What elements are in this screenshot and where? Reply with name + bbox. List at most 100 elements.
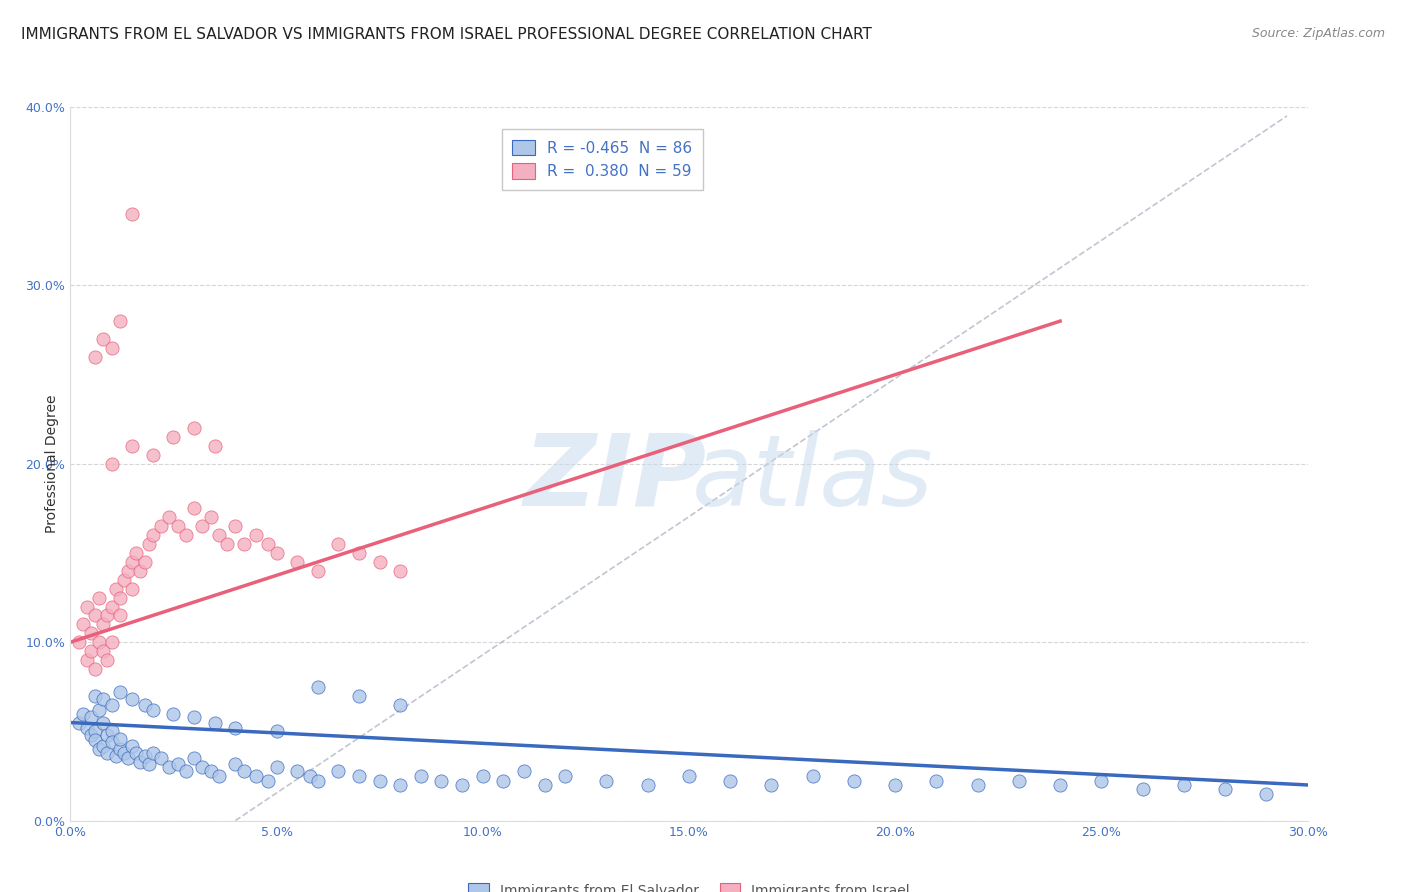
Point bbox=[801, 769, 824, 783]
Point bbox=[162, 430, 184, 444]
Point bbox=[285, 764, 308, 778]
Point bbox=[183, 751, 205, 765]
Point bbox=[108, 591, 131, 605]
Point bbox=[91, 332, 114, 346]
Point bbox=[200, 764, 222, 778]
Point bbox=[76, 721, 98, 735]
Point bbox=[368, 774, 391, 789]
Point bbox=[409, 769, 432, 783]
Point bbox=[678, 769, 700, 783]
Point bbox=[174, 528, 197, 542]
Point bbox=[718, 774, 741, 789]
Point bbox=[150, 751, 173, 765]
Point bbox=[108, 314, 131, 328]
Point bbox=[100, 698, 122, 712]
Point bbox=[80, 728, 103, 742]
Point bbox=[89, 742, 111, 756]
Point bbox=[121, 739, 143, 753]
Point bbox=[96, 746, 118, 760]
Point bbox=[84, 662, 107, 676]
Point bbox=[72, 617, 94, 632]
Point bbox=[389, 698, 412, 712]
Point bbox=[298, 769, 321, 783]
Point bbox=[91, 692, 114, 706]
Point bbox=[554, 769, 576, 783]
Legend: Immigrants from El Salvador, Immigrants from Israel: Immigrants from El Salvador, Immigrants … bbox=[463, 878, 915, 892]
Point bbox=[347, 546, 370, 560]
Point bbox=[1008, 774, 1031, 789]
Point bbox=[138, 756, 160, 771]
Point bbox=[1090, 774, 1112, 789]
Point bbox=[89, 591, 111, 605]
Point bbox=[121, 207, 143, 221]
Point bbox=[104, 749, 127, 764]
Point bbox=[121, 439, 143, 453]
Point bbox=[67, 715, 90, 730]
Point bbox=[328, 764, 350, 778]
Point bbox=[121, 555, 143, 569]
Point bbox=[842, 774, 865, 789]
Point bbox=[1049, 778, 1071, 792]
Point bbox=[513, 764, 536, 778]
Point bbox=[285, 555, 308, 569]
Point bbox=[183, 501, 205, 516]
Point bbox=[100, 341, 122, 355]
Point bbox=[134, 749, 156, 764]
Point bbox=[80, 626, 103, 640]
Point bbox=[91, 617, 114, 632]
Point bbox=[84, 724, 107, 739]
Point bbox=[121, 582, 143, 596]
Point bbox=[174, 764, 197, 778]
Point bbox=[966, 778, 988, 792]
Point bbox=[232, 764, 254, 778]
Point bbox=[266, 760, 288, 774]
Point bbox=[191, 760, 214, 774]
Point bbox=[183, 421, 205, 435]
Point bbox=[884, 778, 907, 792]
Point bbox=[100, 599, 122, 614]
Point bbox=[430, 774, 453, 789]
Point bbox=[125, 546, 148, 560]
Point bbox=[307, 680, 329, 694]
Point bbox=[232, 537, 254, 551]
Point bbox=[245, 769, 267, 783]
Point bbox=[389, 564, 412, 578]
Point bbox=[129, 755, 152, 769]
Point bbox=[84, 350, 107, 364]
Point bbox=[257, 774, 280, 789]
Point bbox=[200, 510, 222, 524]
Point bbox=[96, 728, 118, 742]
Point bbox=[451, 778, 474, 792]
Point bbox=[76, 599, 98, 614]
Point bbox=[389, 778, 412, 792]
Point bbox=[162, 706, 184, 721]
Point bbox=[138, 537, 160, 551]
Point bbox=[245, 528, 267, 542]
Point bbox=[142, 746, 165, 760]
Point bbox=[204, 715, 226, 730]
Point bbox=[96, 608, 118, 623]
Point bbox=[100, 735, 122, 749]
Point bbox=[112, 573, 135, 587]
Point bbox=[1256, 787, 1278, 801]
Point bbox=[91, 715, 114, 730]
Point bbox=[208, 769, 231, 783]
Point bbox=[925, 774, 948, 789]
Point bbox=[100, 635, 122, 649]
Point bbox=[157, 760, 180, 774]
Point bbox=[76, 653, 98, 667]
Point bbox=[117, 751, 139, 765]
Point bbox=[129, 564, 152, 578]
Point bbox=[108, 608, 131, 623]
Point bbox=[100, 724, 122, 739]
Point bbox=[142, 703, 165, 717]
Point bbox=[166, 519, 188, 533]
Point bbox=[1132, 781, 1154, 796]
Point bbox=[1213, 781, 1236, 796]
Point bbox=[84, 689, 107, 703]
Text: Source: ZipAtlas.com: Source: ZipAtlas.com bbox=[1251, 27, 1385, 40]
Point bbox=[91, 644, 114, 658]
Point bbox=[112, 746, 135, 760]
Point bbox=[108, 685, 131, 699]
Point bbox=[224, 519, 246, 533]
